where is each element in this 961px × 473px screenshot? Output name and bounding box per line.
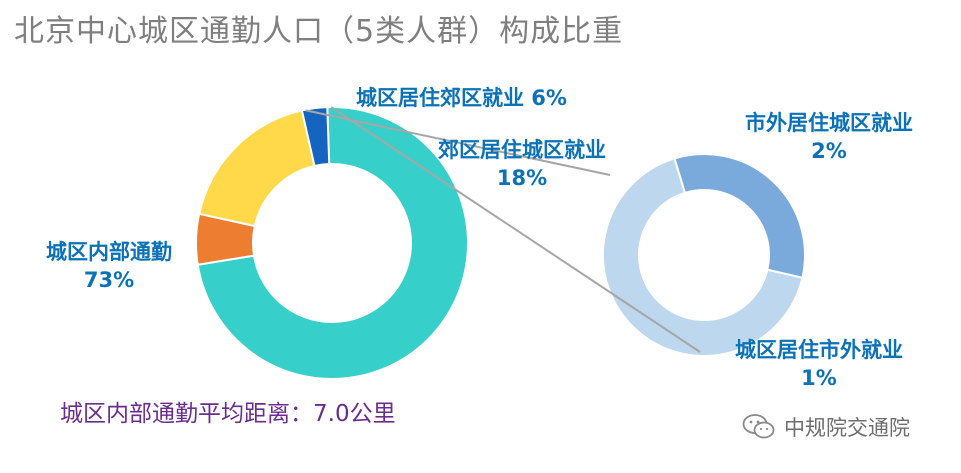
donut-slice (602, 157, 804, 357)
label-city-to-suburb-text: 城区居住郊区就业 6% (356, 86, 567, 110)
label-internal: 城区内部通勤 73% (46, 238, 172, 295)
average-distance-note: 城区内部通勤平均距离：7.0公里 (60, 401, 396, 427)
connector-lines (305, 106, 701, 353)
donut-slice (673, 153, 806, 279)
main-donut (195, 106, 469, 380)
connector-line-top (305, 109, 611, 176)
label-city-to-outside-name: 城区居住市外就业 (735, 338, 903, 362)
brand-name: 中规院交通院 (784, 416, 910, 440)
label-outside-to-city: 市外居住城区就业 2% (745, 109, 913, 166)
label-outside-to-city-name: 市外居住城区就业 (745, 111, 913, 135)
label-suburb-to-city-name: 郊区居住城区就业 (438, 138, 606, 162)
chart-title: 北京中心城区通勤人口（5类人群）构成比重 (14, 14, 624, 49)
label-city-to-outside-pct: 1% (801, 366, 837, 391)
wechat-icon (742, 414, 775, 439)
label-internal-name: 城区内部通勤 (46, 240, 172, 264)
brand-watermark: 中规院交通院 (742, 412, 910, 442)
label-city-to-suburb: 城区居住郊区就业 6% (356, 84, 567, 112)
label-suburb-to-city-pct: 18% (496, 166, 548, 191)
donut-slice (196, 106, 469, 380)
donut-slice (197, 109, 316, 228)
connector-line-bottom (330, 106, 701, 353)
label-city-to-outside: 城区居住市外就业 1% (735, 336, 903, 393)
donut-slice (300, 106, 331, 168)
label-suburb-to-city: 郊区居住城区就业 18% (438, 136, 606, 193)
label-internal-pct: 73% (83, 268, 135, 293)
sub-donut (602, 153, 806, 357)
label-outside-to-city-pct: 2% (811, 139, 847, 164)
